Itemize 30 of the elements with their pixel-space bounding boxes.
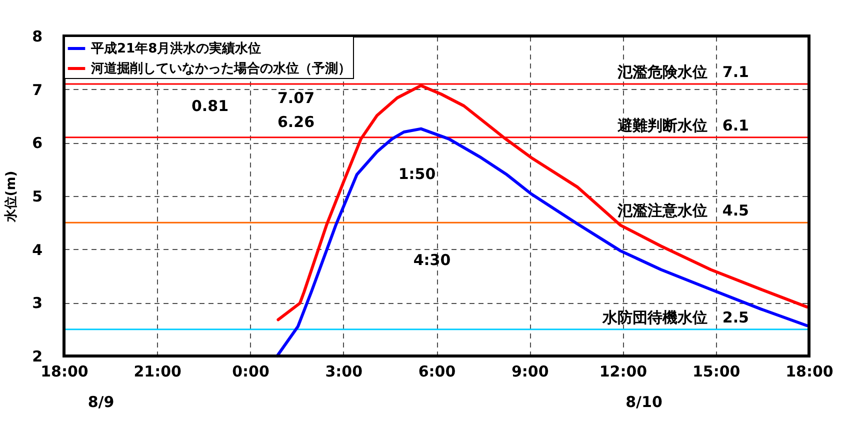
annotation: 4:30 xyxy=(413,251,451,269)
x-tick-label: 6:00 xyxy=(418,362,456,380)
ref-line-label: 避難判断水位 6.1 xyxy=(616,116,749,134)
y-tick-label: 3 xyxy=(32,294,42,312)
text: 8/10 xyxy=(626,393,662,411)
y-tick-label: 6 xyxy=(32,134,42,152)
x-tick-label: 0:00 xyxy=(232,362,270,380)
annotation: 7.07 xyxy=(277,89,315,107)
y-tick-label: 4 xyxy=(32,240,42,259)
text: 8/9 xyxy=(88,393,114,411)
annotation: 1:50 xyxy=(398,165,436,183)
ref-line-label: 氾濫注意水位 4.5 xyxy=(616,202,749,220)
y-tick-label: 8 xyxy=(32,28,42,46)
x-tick-label: 18:00 xyxy=(40,362,88,380)
legend-label: 河道掘削していなかった場合の水位（予測） xyxy=(90,60,351,76)
ref-line-label: 氾濫危険水位 7.1 xyxy=(616,63,749,81)
x-tick-label: 15:00 xyxy=(692,362,740,380)
x-tick-label: 12:00 xyxy=(599,362,648,380)
annotation: 0.81 xyxy=(191,97,229,115)
y-tick-label: 5 xyxy=(32,188,42,206)
y-tick-label: 2 xyxy=(32,348,42,366)
legend-label: 平成21年8月洪水の実績水位 xyxy=(90,40,262,56)
annotation: 6.26 xyxy=(277,113,315,131)
x-tick-label: 9:00 xyxy=(511,362,549,380)
x-tick-label: 21:00 xyxy=(134,362,182,380)
x-tick-label: 3:00 xyxy=(325,362,363,380)
y-axis-title: 水位(m) xyxy=(4,170,20,224)
x-tick-label: 18:00 xyxy=(786,362,834,380)
ref-line-label: 水防団待機水位 2.5 xyxy=(601,308,749,326)
y-tick-label: 7 xyxy=(32,80,42,99)
